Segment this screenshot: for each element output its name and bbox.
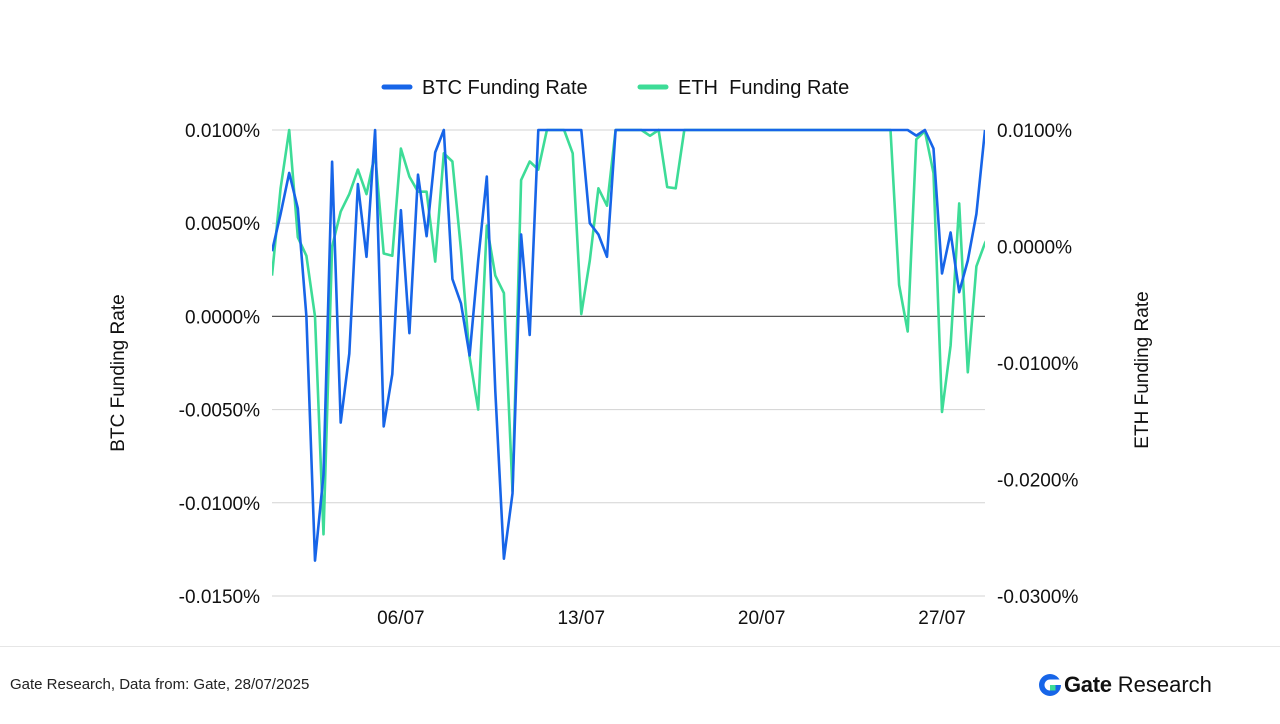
y-left-tick-label: 0.0050% xyxy=(185,214,260,235)
brand-sub: Research xyxy=(1117,672,1212,697)
legend-eth-label: ETH Funding Rate xyxy=(678,77,849,99)
y-left-tick-label: 0.0000% xyxy=(185,307,260,328)
brand-logo: Gate Research xyxy=(1038,670,1212,700)
y-right-tick-label: -0.0100% xyxy=(997,354,1078,375)
y-right-tick-label: -0.0300% xyxy=(997,587,1078,608)
y-right-tick-label: 0.0100% xyxy=(997,121,1072,142)
y-left-tick-label: 0.0100% xyxy=(185,121,260,142)
btc-funding-line xyxy=(272,128,985,562)
x-tick-label: 20/07 xyxy=(738,608,786,629)
y-right-tick-label: 0.0000% xyxy=(997,238,1072,259)
source-note: Gate Research, Data from: Gate, 28/07/20… xyxy=(10,676,310,693)
chart-canvas: 0.0100% 0.0050% 0.0000% -0.0050% -0.0100% -0.… xyxy=(108,77,1153,629)
y-left-tick-label: -0.0100% xyxy=(179,494,260,515)
x-tick-label: 13/07 xyxy=(557,608,605,629)
brand-name: Gate xyxy=(1064,672,1112,697)
x-tick-label: 27/07 xyxy=(918,608,966,629)
x-tick-label: 06/07 xyxy=(377,608,425,629)
y-right-tick-label: -0.0200% xyxy=(997,471,1078,492)
y-left-tick-label: -0.0150% xyxy=(179,587,260,608)
legend-btc-label: BTC Funding Rate xyxy=(422,77,588,99)
y-left-tick-label: -0.0050% xyxy=(179,401,260,422)
eth-funding-line xyxy=(272,128,985,536)
y-right-axis-title: ETH Funding Rate xyxy=(1132,291,1153,448)
y-left-axis-title: BTC Funding Rate xyxy=(108,294,129,451)
footer-divider xyxy=(0,646,1280,647)
gate-logo-icon xyxy=(1039,674,1061,696)
